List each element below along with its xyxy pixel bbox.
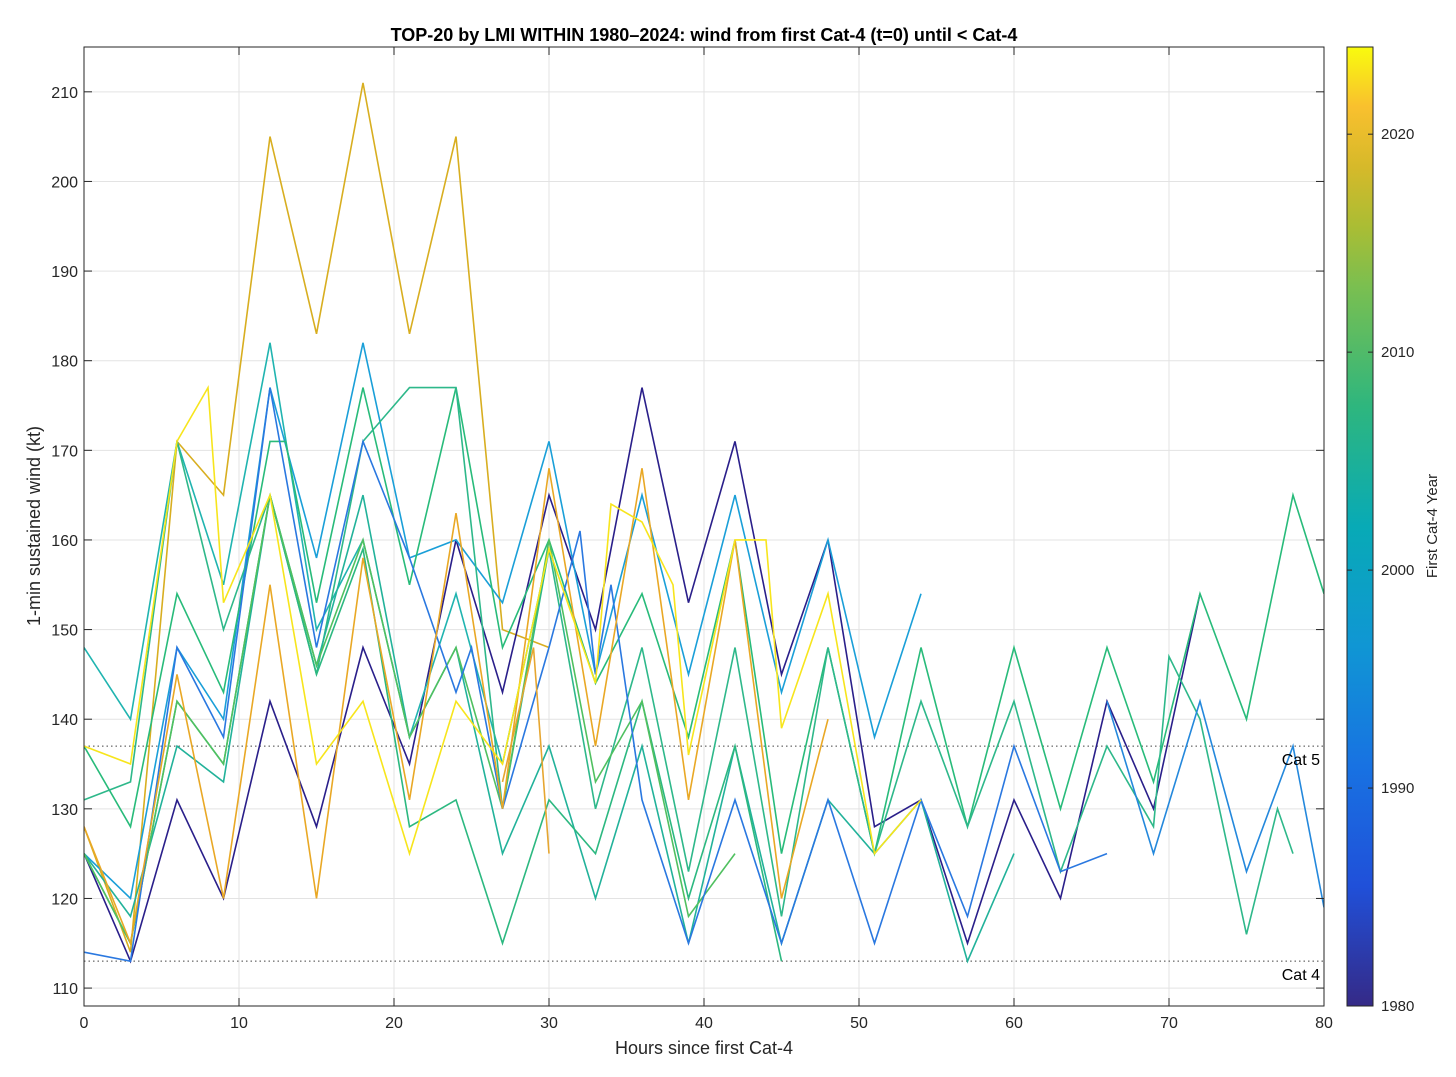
y-ticks: 110 120 130 140 150 160 170 180 190 200 210 xyxy=(51,85,1324,998)
x-tick-label: 60 xyxy=(1005,1015,1023,1032)
series-line-2018 xyxy=(84,468,829,947)
y-tick-label: 120 xyxy=(51,891,78,908)
series-line-1998 xyxy=(84,342,922,901)
y-tick-label: 130 xyxy=(51,802,78,819)
y-tick-label: 200 xyxy=(51,174,78,191)
y-tick-label: 170 xyxy=(51,443,78,460)
series-line-1980 xyxy=(84,387,1201,964)
colorbar-tick-label: 2000 xyxy=(1381,562,1414,579)
colorbar-ticks: 1980 1990 2000 2010 2020 xyxy=(1347,126,1414,1015)
colorbar-tick-label: 1980 xyxy=(1381,998,1414,1015)
series-line-2019 xyxy=(84,82,550,953)
series-line-2003 xyxy=(84,494,1015,964)
x-tick-label: 30 xyxy=(540,1015,558,1032)
colorbar-tick-label: 2010 xyxy=(1381,344,1414,361)
colorbar-tick-label: 2020 xyxy=(1381,126,1414,143)
reference-label: Cat 5 xyxy=(1282,752,1320,769)
series-line-2009 xyxy=(84,494,736,946)
y-axis-label: 1-min sustained wind (kt) xyxy=(24,426,44,626)
series-line-2017 xyxy=(501,647,550,854)
y-tick-label: 150 xyxy=(51,623,78,640)
colorbar-label: First Cat-4 Year xyxy=(1424,474,1441,578)
series-line-1996 xyxy=(1106,698,1324,908)
y-tick-label: 140 xyxy=(51,712,78,729)
x-tick-label: 20 xyxy=(385,1015,403,1032)
x-tick-label: 70 xyxy=(1160,1015,1178,1032)
chart-title: TOP-20 by LMI WITHIN 1980–2024: wind fro… xyxy=(391,25,1018,45)
series-line-1994 xyxy=(84,387,1108,963)
x-tick-label: 40 xyxy=(695,1015,713,1032)
y-tick-label: 190 xyxy=(51,264,78,281)
series-lines xyxy=(84,82,1324,964)
colorbar-gradient xyxy=(1346,46,1374,1007)
colorbar-tick-label: 1990 xyxy=(1381,780,1414,797)
y-tick-label: 160 xyxy=(51,533,78,550)
x-axis-label: Hours since first Cat-4 xyxy=(615,1038,793,1058)
x-tick-label: 80 xyxy=(1315,1015,1333,1032)
x-tick-label: 0 xyxy=(80,1015,89,1032)
series-line-2023 xyxy=(84,384,922,857)
x-tick-label: 50 xyxy=(850,1015,868,1032)
y-tick-label: 110 xyxy=(52,981,78,998)
colorbar: 1980 1990 2000 2010 2020 First Cat-4 Year xyxy=(1346,46,1441,1015)
x-tick-label: 10 xyxy=(230,1015,248,1032)
y-tick-label: 210 xyxy=(51,85,78,102)
x-ticks: 0 10 20 30 40 50 60 70 80 xyxy=(80,47,1333,1032)
y-tick-label: 180 xyxy=(51,354,78,371)
reference-labels: Cat 5 Cat 4 xyxy=(1282,752,1320,984)
reference-label: Cat 4 xyxy=(1282,967,1320,984)
